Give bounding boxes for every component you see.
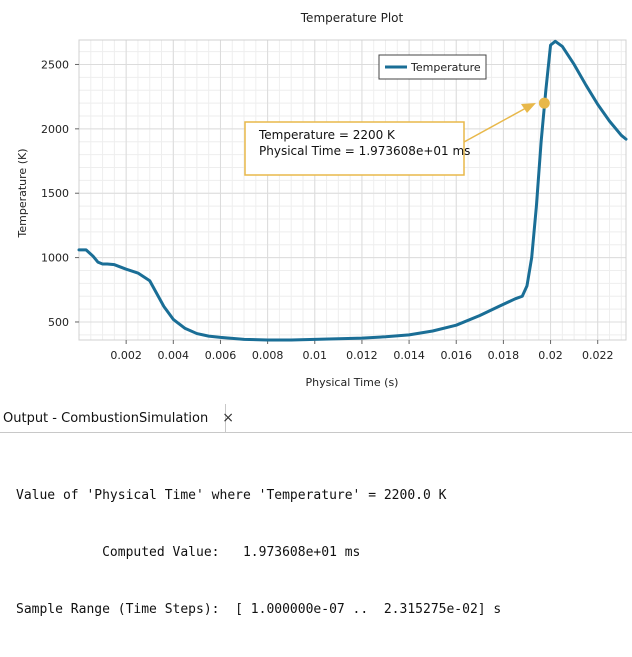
y-tick-label: 1000	[41, 252, 69, 265]
console-line: Value of 'Physical Time' where 'Temperat…	[16, 488, 447, 503]
output-panel: Output - CombustionSimulation × Value of…	[0, 404, 632, 617]
chart-title: Temperature Plot	[300, 11, 404, 25]
output-tab-strip: Output - CombustionSimulation ×	[0, 404, 632, 433]
x-axis-label: Physical Time (s)	[306, 376, 399, 389]
callout-leader-line	[463, 107, 527, 143]
y-tick-label: 1500	[41, 187, 69, 200]
x-tick-label: 0.02	[538, 349, 563, 362]
y-tick-label: 2000	[41, 123, 69, 136]
plot-frame	[78, 39, 627, 341]
console-line: Computed Value: 1.973608e+01 ms	[16, 545, 361, 560]
x-tick-label: 0.014	[393, 349, 425, 362]
y-axis-label: Temperature (K)	[16, 149, 29, 239]
chart-svg: Temperature Plot 0.002 0.004 0.006 0.008 0.0…	[16, 11, 628, 389]
y-tick-label: 500	[48, 316, 69, 329]
x-tick-label: 0.004	[158, 349, 190, 362]
y-tick-label: 2500	[41, 58, 69, 71]
x-tick-label: 0.01	[303, 349, 328, 362]
callout-box	[244, 121, 465, 176]
console-output: Value of 'Physical Time' where 'Temperat…	[16, 448, 501, 657]
x-tick-label: 0.022	[582, 349, 614, 362]
x-tick-label: 0.002	[110, 349, 142, 362]
axis-ticks: 0.002 0.004 0.006 0.008 0.01 0.012 0.014 0.016 0…	[41, 58, 613, 362]
x-tick-label: 0.006	[205, 349, 237, 362]
legend-label-temperature: Temperature	[410, 61, 481, 74]
x-tick-label: 0.016	[440, 349, 472, 362]
series-line-temperature	[77, 39, 628, 342]
temperature-plot: Temperature Plot 0.002 0.004 0.006 0.008 0.0…	[16, 11, 628, 389]
annotation-marker-point[interactable]	[538, 97, 550, 109]
console-line: Sample Range (Time Steps): [ 1.000000e-0…	[16, 602, 502, 617]
x-tick-label: 0.018	[488, 349, 520, 362]
callout-time-text: Physical Time = 1.973608e+01 ms	[259, 144, 470, 158]
callout-arrowhead	[521, 103, 536, 113]
close-icon[interactable]: ×	[222, 410, 234, 426]
annotation-callout: Temperature = 2200 K Physical Time = 1.9…	[244, 97, 550, 176]
callout-temperature-text: Temperature = 2200 K	[258, 128, 396, 142]
series-layer	[77, 39, 628, 342]
legend: Temperature	[378, 54, 487, 80]
x-tick-label: 0.012	[346, 349, 378, 362]
tab-output-combustion-simulation[interactable]: Output - CombustionSimulation ×	[0, 404, 234, 432]
tab-label: Output - CombustionSimulation	[3, 410, 209, 426]
grid-lines	[79, 40, 626, 340]
x-tick-label: 0.008	[252, 349, 284, 362]
